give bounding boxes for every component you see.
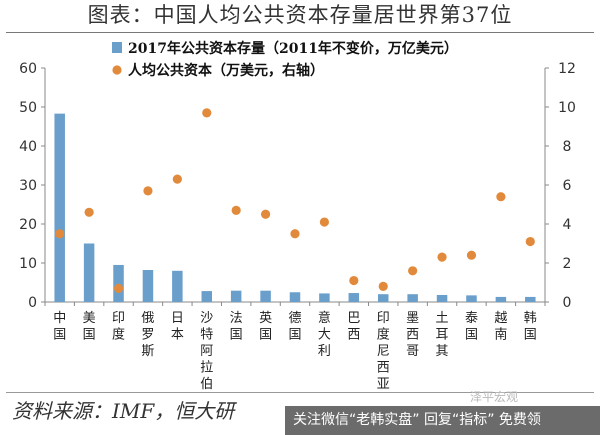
bar — [436, 294, 448, 302]
bar — [348, 293, 360, 302]
bar — [54, 113, 65, 302]
x-tick-label: 日本 — [171, 311, 184, 343]
scatter-point — [202, 108, 212, 118]
right-tick-label: 12 — [558, 61, 576, 77]
scatter-point — [319, 217, 330, 227]
legend-bar-swatch — [112, 42, 122, 53]
x-tick-label: 土耳其 — [436, 311, 449, 359]
x-tick-label: 意大利 — [318, 310, 331, 359]
bar — [289, 292, 301, 302]
right-tick-label: 4 — [563, 217, 572, 233]
promo-banner: 关注微信“老韩实盘” 回复“指标” 免费领 — [285, 406, 600, 435]
title-divider — [6, 32, 594, 33]
left-tick-label: 60 — [19, 61, 37, 77]
x-tick-label: 越南 — [494, 311, 507, 343]
left-tick-label: 0 — [28, 295, 37, 311]
right-tick-label: 0 — [563, 295, 572, 311]
x-tick-label: 巴西 — [347, 311, 360, 343]
x-tick-label: 印度尼西亚 — [377, 311, 390, 390]
right-tick-label: 8 — [563, 139, 572, 155]
x-tick-label: 韩国 — [524, 311, 537, 343]
scatter-point — [496, 192, 506, 202]
legend-dot-label: 人均公共资本（万美元，右轴） — [128, 62, 324, 79]
scatter-point — [84, 207, 94, 217]
left-tick-label: 50 — [19, 100, 37, 116]
page-title: 图表：中国人均公共资本存量居世界第37位 — [87, 3, 513, 27]
x-tick-label: 印度 — [112, 311, 125, 343]
x-tick-label: 泰国 — [465, 311, 478, 343]
watermark: 泽平宏观 — [470, 390, 519, 404]
bar — [230, 290, 242, 302]
right-tick-label: 10 — [558, 100, 576, 116]
scatter-point — [378, 281, 388, 291]
x-tick-label: 法国 — [230, 311, 243, 343]
left-tick-label: 30 — [19, 178, 37, 194]
scatter-point — [172, 174, 182, 184]
bar — [172, 270, 183, 302]
x-tick-label: 英国 — [259, 311, 272, 343]
scatter-point — [466, 250, 477, 260]
scatter-point — [349, 275, 359, 286]
legend-bar-label: 2017年公共资本存量（2011年不变价，万亿美元） — [128, 40, 458, 57]
x-tick-label: 墨西哥 — [406, 311, 419, 359]
bar — [319, 293, 330, 302]
scatter-point — [231, 205, 241, 215]
bar — [142, 270, 154, 302]
scatter-point — [113, 283, 124, 293]
source-divider — [6, 392, 594, 393]
scatter-point — [525, 236, 535, 247]
bar — [525, 296, 536, 302]
bar — [495, 296, 507, 302]
bar — [466, 295, 477, 302]
x-tick-label: 俄罗斯 — [141, 311, 154, 359]
source-note: 资料来源：IMF，恒大研 — [12, 399, 235, 423]
left-tick-label: 40 — [19, 139, 37, 155]
bar — [113, 264, 124, 302]
right-tick-label: 2 — [563, 256, 572, 272]
right-tick-label: 6 — [563, 178, 572, 194]
legend-dot-swatch — [112, 65, 122, 75]
scatter-point — [260, 209, 271, 219]
scatter-point — [55, 229, 65, 239]
scatter-point — [437, 252, 447, 262]
bar — [377, 294, 389, 302]
x-tick-label: 沙特阿拉伯 — [200, 311, 213, 390]
bar — [201, 291, 213, 302]
bar — [407, 294, 418, 302]
bar — [83, 243, 95, 302]
scatter-point — [408, 266, 418, 276]
left-tick-label: 20 — [19, 217, 37, 233]
x-tick-label: 美国 — [83, 311, 96, 343]
scatter-point — [143, 186, 153, 196]
scatter-point — [290, 229, 300, 239]
left-tick-label: 10 — [19, 256, 37, 272]
bar — [260, 290, 271, 302]
x-tick-label: 德国 — [288, 311, 301, 343]
x-tick-label: 中国 — [53, 311, 66, 343]
